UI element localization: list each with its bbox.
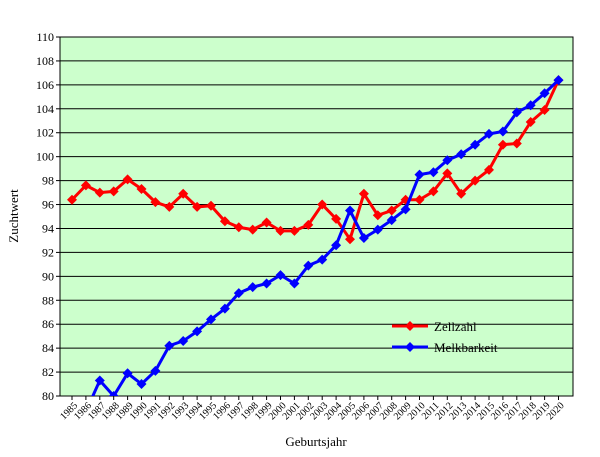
marker	[331, 240, 342, 251]
marker	[233, 288, 244, 299]
marker	[372, 224, 383, 235]
y-tick-label: 98	[42, 174, 54, 188]
marker	[108, 186, 119, 197]
marker	[539, 88, 550, 99]
x-axis-label: Geburtsjahr	[285, 434, 347, 449]
marker	[525, 116, 536, 127]
marker	[150, 365, 161, 376]
marker	[345, 234, 355, 245]
marker	[108, 391, 119, 396]
marker	[511, 107, 522, 118]
marker	[289, 225, 300, 236]
marker	[470, 139, 481, 150]
marker	[331, 213, 342, 224]
marker	[303, 219, 314, 230]
y-tick-label: 92	[42, 245, 54, 259]
marker	[164, 201, 175, 212]
marker	[219, 303, 230, 314]
marker	[511, 138, 522, 149]
marker	[261, 278, 272, 289]
marker	[428, 167, 439, 178]
y-tick-label: 84	[42, 341, 54, 355]
marker	[358, 233, 369, 244]
marker	[345, 205, 355, 216]
y-tick-label: 86	[42, 317, 54, 331]
marker	[386, 205, 397, 216]
marker	[428, 186, 439, 197]
marker	[470, 175, 481, 186]
y-tick-label: 102	[36, 126, 54, 140]
y-tick-label: 82	[42, 365, 54, 379]
legend-marker	[405, 321, 415, 331]
marker	[539, 104, 550, 115]
y-tick-label: 106	[36, 78, 54, 92]
marker	[178, 188, 189, 199]
marker	[192, 201, 203, 212]
marker	[456, 149, 467, 160]
marker	[442, 168, 453, 179]
plot-area	[59, 36, 574, 397]
legend-marker	[405, 342, 415, 352]
marker	[192, 326, 203, 337]
marker	[497, 139, 508, 150]
marker	[289, 278, 300, 289]
marker	[247, 224, 258, 235]
marker	[400, 204, 411, 215]
y-tick-label: 110	[36, 30, 54, 44]
y-tick-label: 94	[42, 221, 54, 235]
marker	[219, 216, 230, 227]
marker	[317, 254, 328, 265]
marker	[484, 164, 494, 175]
y-tick-label: 80	[42, 389, 54, 403]
marker	[372, 210, 383, 221]
marker	[67, 194, 77, 205]
marker	[358, 188, 369, 199]
marker	[136, 183, 147, 194]
marker	[206, 200, 216, 211]
y-axis-label: Zuchtwert	[6, 189, 21, 243]
marker	[303, 260, 314, 271]
y-tick-label: 104	[36, 102, 54, 116]
marker	[233, 222, 244, 233]
marker	[386, 215, 397, 226]
marker	[247, 282, 258, 293]
marker	[261, 217, 272, 228]
marker	[317, 199, 328, 210]
marker	[122, 368, 133, 379]
plot-clip	[67, 75, 564, 396]
marker	[456, 188, 467, 199]
marker	[484, 128, 494, 139]
marker	[414, 169, 425, 180]
marker	[275, 270, 286, 281]
y-tick-label: 100	[36, 150, 54, 164]
marker	[497, 126, 508, 137]
marker	[525, 100, 536, 111]
marker	[94, 375, 105, 386]
marker	[122, 174, 133, 185]
y-tick-label: 90	[42, 269, 54, 283]
marker	[206, 314, 216, 325]
marker	[178, 335, 189, 346]
marker	[164, 340, 175, 351]
marker	[553, 75, 564, 86]
y-tick-label: 108	[36, 54, 54, 68]
marker	[275, 225, 286, 236]
y-tick-label: 88	[42, 293, 54, 307]
marker	[442, 155, 453, 166]
y-tick-label: 96	[42, 198, 54, 212]
marker	[94, 187, 105, 198]
legend-label: Melkbarkeit	[434, 340, 498, 355]
legend-label: Zellzahl	[434, 319, 477, 334]
marker	[414, 194, 425, 205]
marker	[136, 379, 147, 390]
marker	[150, 197, 161, 208]
marker	[80, 180, 91, 191]
